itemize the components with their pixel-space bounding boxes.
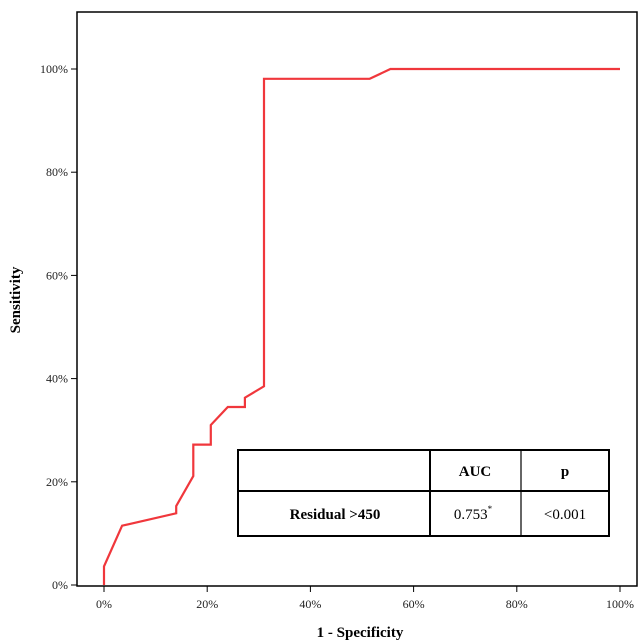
- x-tick-label: 60%: [403, 597, 425, 611]
- y-tick-label: 20%: [46, 475, 68, 489]
- y-tick-label: 40%: [46, 372, 68, 386]
- auc-value: 0.753: [454, 507, 488, 523]
- x-tick-label: 80%: [506, 597, 528, 611]
- table-border: [237, 449, 610, 537]
- x-axis-label: 1 - Specificity: [317, 625, 404, 641]
- roc-curve-line: [102, 67, 620, 585]
- y-tick-label: 0%: [52, 578, 68, 592]
- auc-table: AUC p Residual >450 0.753* <0.001: [237, 449, 610, 537]
- table-header-p: p: [561, 464, 569, 480]
- y-tick-label: 100%: [40, 62, 68, 76]
- y-tick-label: 80%: [46, 165, 68, 179]
- table-header-auc: AUC: [459, 464, 492, 480]
- x-tick-label: 20%: [196, 597, 218, 611]
- y-axis-label: Sensitivity: [8, 266, 24, 333]
- x-axis-ticks: 0% 20% 40% 60% 80% 100%: [96, 586, 634, 611]
- table-cell-p: <0.001: [544, 507, 586, 523]
- y-axis-ticks: 0% 20% 40% 60% 80% 100%: [40, 62, 77, 592]
- x-tick-label: 40%: [299, 597, 321, 611]
- x-tick-label: 100%: [606, 597, 634, 611]
- table-row-label: Residual >450: [290, 507, 381, 523]
- table-cell-auc: 0.753*: [454, 504, 493, 523]
- x-tick-label: 0%: [96, 597, 112, 611]
- y-tick-label: 60%: [46, 268, 68, 282]
- auc-significance-mark: *: [488, 504, 493, 514]
